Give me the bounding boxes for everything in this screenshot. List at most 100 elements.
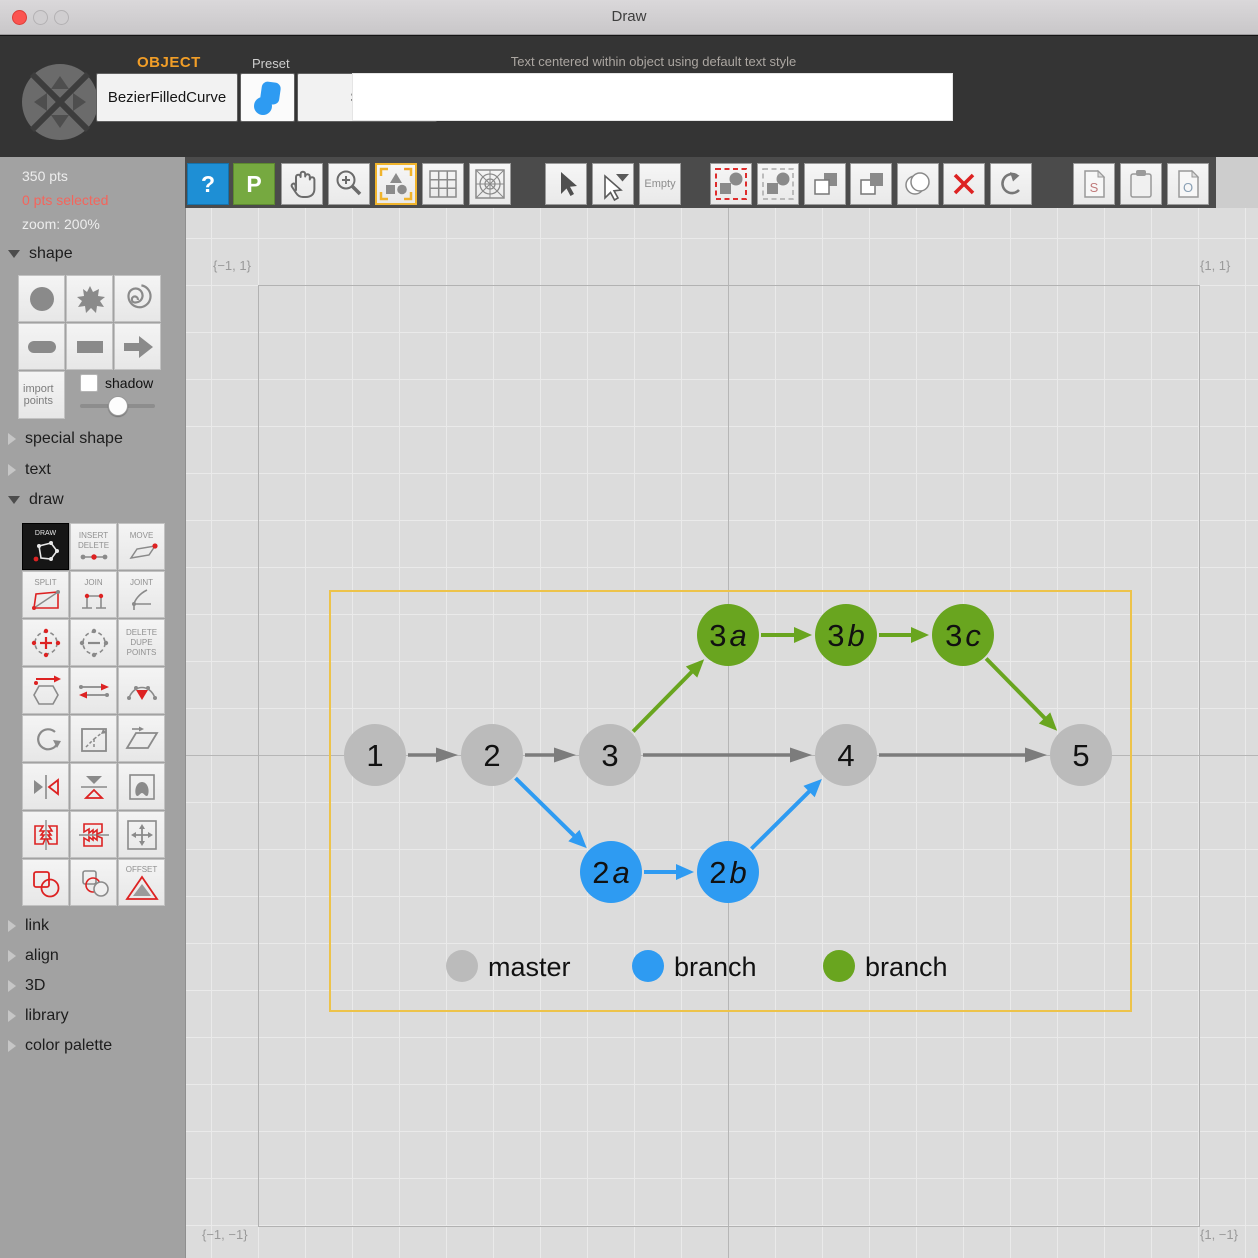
graph-edge-2-2a[interactable] [514, 776, 577, 839]
section-text[interactable]: text [8, 461, 51, 479]
pan-tool-button[interactable] [281, 163, 323, 205]
graph-node-3[interactable] [579, 724, 641, 786]
marquee-select-button[interactable] [757, 163, 799, 205]
section-special-shape[interactable]: special shape [8, 430, 123, 448]
graph-arrowhead [803, 778, 822, 798]
delete-dupe-points-tool-button[interactable]: DELETE DUPE POINTS [118, 619, 165, 666]
graph-node-2[interactable] [461, 724, 523, 786]
preview-button[interactable]: P [233, 163, 275, 205]
graph-node-3b[interactable] [815, 604, 877, 666]
graph-node-2a[interactable] [580, 841, 642, 903]
shape-spiral-button[interactable] [114, 275, 161, 322]
mirror-v-tool-button[interactable] [70, 763, 117, 810]
selection-bounds[interactable] [329, 590, 1132, 1012]
section-color-palette[interactable]: color palette [8, 1037, 112, 1055]
split-tool-button[interactable]: SPLIT [22, 571, 69, 618]
shear-tool-button[interactable] [70, 715, 117, 762]
select-objects-button[interactable] [375, 163, 417, 205]
section-text-label: text [25, 461, 51, 478]
boolean-union-tool-button[interactable] [22, 859, 69, 906]
graph-figure[interactable]: 1 2 3 4 5 3a 3b 3c 2a 2b master branch branch [186, 208, 1258, 1258]
move-tool-button[interactable]: MOVE [118, 523, 165, 570]
graph-node-3a[interactable] [697, 604, 759, 666]
shape-circle-button[interactable] [18, 275, 65, 322]
add-points-icon [31, 628, 60, 657]
reverse-tool-button[interactable] [70, 667, 117, 714]
legend-label[interactable]: branch [865, 952, 948, 982]
graph-node-2b[interactable] [697, 841, 759, 903]
hand-icon [290, 170, 316, 198]
joint-tool-button[interactable]: JOINT [118, 571, 165, 618]
squeeze-h-tool-button[interactable] [22, 811, 69, 858]
draw-tool-button[interactable]: DRAW [22, 523, 69, 570]
preset-swatch-button[interactable] [240, 73, 295, 122]
shape-arrow-button[interactable] [114, 323, 161, 370]
move-icon [128, 542, 158, 559]
graph-node-4[interactable] [815, 724, 877, 786]
object-text-input[interactable] [352, 73, 953, 121]
export-button[interactable]: O [1167, 163, 1209, 205]
smooth-tool-button[interactable] [118, 667, 165, 714]
close-button[interactable] [12, 10, 27, 25]
add-points-tool-button[interactable] [22, 619, 69, 666]
legend-label[interactable]: master [488, 952, 571, 982]
squeeze-v-tool-button[interactable] [70, 811, 117, 858]
shadow-checkbox[interactable] [80, 374, 98, 392]
help-button[interactable]: ? [187, 163, 229, 205]
legend-dot-green[interactable] [823, 950, 855, 982]
marquee-select-active-button[interactable] [710, 163, 752, 205]
section-draw[interactable]: draw [8, 491, 64, 509]
rotate-tool-button[interactable] [22, 715, 69, 762]
direction-tool-button[interactable] [22, 667, 69, 714]
delete-button[interactable] [943, 163, 985, 205]
paste-button[interactable] [1120, 163, 1162, 205]
graph-edge-3-3a[interactable] [631, 669, 695, 733]
select-cursor-button[interactable] [545, 163, 587, 205]
boolean-subtract-tool-button[interactable] [70, 859, 117, 906]
zoom-button[interactable] [54, 10, 69, 25]
join-tool-button[interactable]: JOIN [70, 571, 117, 618]
graph-edge-3c-5[interactable] [984, 657, 1048, 721]
shape-pill-button[interactable] [18, 323, 65, 370]
fit-tool-button[interactable] [118, 811, 165, 858]
section-align[interactable]: align [8, 947, 59, 965]
section-3d[interactable]: 3D [8, 977, 45, 995]
graph-node-label: 3c [945, 618, 981, 653]
section-link[interactable]: link [8, 917, 49, 935]
legend-dot-gray[interactable] [446, 950, 478, 982]
duplicate-button[interactable] [897, 163, 939, 205]
path-direction-icon [32, 675, 61, 705]
graph-node-1[interactable] [344, 724, 406, 786]
minimize-button[interactable] [33, 10, 48, 25]
clip-tool-button[interactable] [118, 763, 165, 810]
legend-label[interactable]: branch [674, 952, 757, 982]
graph-arrowhead [568, 829, 587, 849]
zoom-tool-button[interactable] [328, 163, 370, 205]
bring-to-front-button[interactable] [804, 163, 846, 205]
section-shape[interactable]: shape [8, 245, 73, 263]
legend-dot-blue[interactable] [632, 950, 664, 982]
section-library[interactable]: library [8, 1007, 69, 1025]
skew-tool-button[interactable] [118, 715, 165, 762]
shape-gear-button[interactable] [66, 275, 113, 322]
pattern-grid-button[interactable] [469, 163, 511, 205]
insert-delete-tool-button[interactable]: INSERT DELETE [70, 523, 117, 570]
object-type-button[interactable]: BezierFilledCurve [96, 73, 238, 122]
shadow-slider-knob[interactable] [108, 396, 128, 416]
mirror-h-tool-button[interactable] [22, 763, 69, 810]
shape-rect-button[interactable] [66, 323, 113, 370]
grid-button[interactable] [422, 163, 464, 205]
save-svg-button[interactable]: S [1073, 163, 1115, 205]
drawing-canvas[interactable]: {−1, 1} {1, 1} {−1, −1} {1, −1} 1 2 3 4 5 3a 3… [185, 208, 1258, 1258]
empty-button[interactable]: Empty [639, 163, 681, 205]
remove-points-tool-button[interactable] [70, 619, 117, 666]
import-points-button[interactable]: import points [18, 371, 65, 419]
undo-button[interactable] [990, 163, 1032, 205]
offset-tool-button[interactable]: OFFSET [118, 859, 165, 906]
send-to-back-button[interactable] [850, 163, 892, 205]
graph-edge-2b-4[interactable] [750, 788, 812, 851]
select-alt-cursor-button[interactable] [592, 163, 634, 205]
nav-pad-icon[interactable] [20, 62, 100, 142]
graph-node-5[interactable] [1050, 724, 1112, 786]
graph-node-3c[interactable] [932, 604, 994, 666]
